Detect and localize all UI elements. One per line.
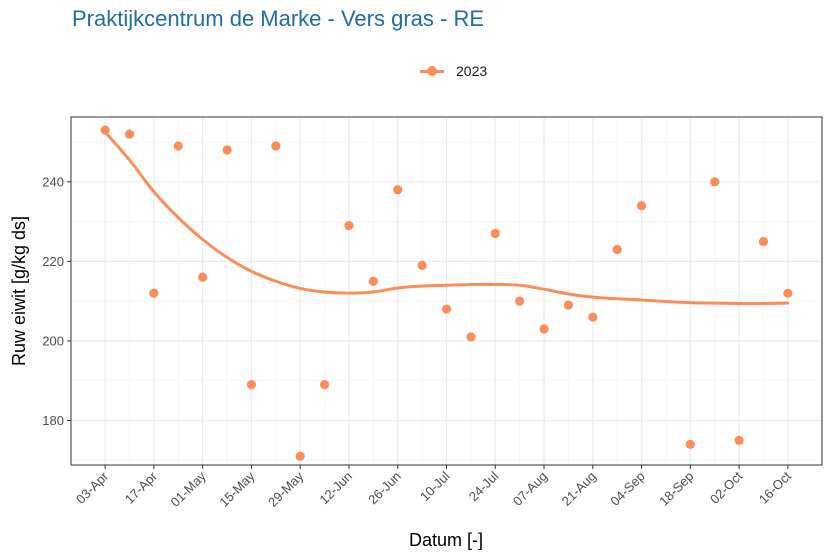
data-point — [393, 185, 403, 195]
legend-key — [418, 60, 446, 82]
x-tick-label: 10-Jul — [417, 468, 453, 504]
chart-title: Praktijkcentrum de Marke - Vers gras - R… — [72, 6, 485, 31]
points-layer — [100, 125, 793, 461]
data-point — [466, 332, 476, 342]
x-axis-title: Datum [-] — [409, 530, 483, 550]
y-tick-label: 180 — [42, 413, 64, 428]
y-tick-label: 220 — [42, 254, 64, 269]
x-tick-label: 03-Apr — [73, 468, 112, 507]
data-point — [173, 141, 183, 151]
data-point — [198, 272, 208, 282]
data-point — [319, 380, 330, 390]
x-tick-label: 07-Aug — [510, 469, 550, 509]
data-point — [490, 228, 500, 239]
data-point — [588, 312, 598, 322]
x-tick-label: 29-May — [265, 468, 307, 510]
data-point — [149, 288, 159, 298]
x-tick-label: 26-Jun — [365, 469, 404, 508]
x-tick-label: 16-Oct — [756, 468, 794, 506]
data-point — [563, 300, 574, 310]
data-point — [271, 141, 281, 151]
data-point — [734, 435, 744, 445]
x-tick-label: 24-Jul — [466, 468, 502, 504]
x-tick-label: 04-Sep — [607, 469, 647, 509]
data-point — [417, 260, 427, 270]
y-axis: 180 200 220 240 — [42, 174, 71, 428]
x-axis: 03-Apr 17-Apr 01-May 15-May 29-May 12-Jun 26-J… — [73, 465, 794, 510]
trend-layer — [103, 130, 790, 306]
data-point — [783, 288, 793, 298]
data-point — [344, 220, 354, 231]
data-point — [685, 439, 695, 449]
y-tick-label: 240 — [42, 174, 64, 189]
data-point — [246, 380, 257, 390]
data-point — [368, 276, 378, 286]
legend: 2023 — [418, 60, 487, 82]
x-tick-label: 18-Sep — [656, 469, 696, 509]
grid-major — [71, 117, 822, 465]
legend-label: 2023 — [456, 63, 488, 79]
data-point — [710, 177, 720, 187]
x-tick-label: 12-Jun — [316, 469, 355, 508]
x-tick-label: 17-Apr — [122, 468, 161, 507]
y-tick-label: 200 — [42, 333, 64, 348]
x-tick-label: 01-May — [168, 468, 210, 510]
data-point — [124, 129, 135, 139]
x-tick-label: 21-Aug — [559, 469, 599, 509]
data-point — [636, 201, 647, 211]
data-point — [612, 244, 622, 255]
data-point — [758, 236, 769, 247]
data-point — [222, 145, 232, 155]
data-point — [295, 451, 305, 461]
x-tick-label: 15-May — [216, 468, 258, 510]
data-point — [539, 324, 549, 334]
data-point — [100, 125, 110, 135]
x-tick-label: 02-Oct — [707, 468, 745, 506]
y-axis-title: Ruw eiwit [g/kg ds] — [9, 216, 29, 366]
legend-key-point — [427, 66, 437, 76]
data-point — [441, 304, 452, 314]
trend-line — [103, 130, 790, 306]
data-point — [515, 296, 525, 306]
